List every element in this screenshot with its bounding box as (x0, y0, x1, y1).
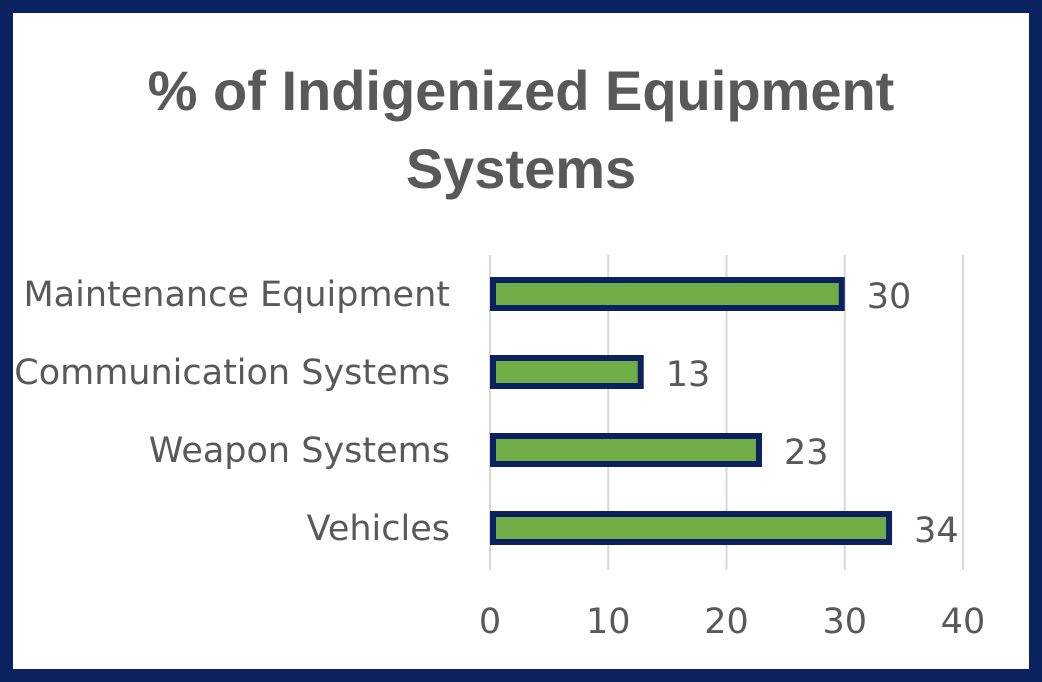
bars (490, 277, 893, 545)
category-label: Maintenance Equipment (23, 275, 450, 315)
bar (490, 277, 845, 311)
category-label: Weapon Systems (149, 431, 450, 471)
x-tick-label: 0 (479, 602, 501, 642)
data-label: 23 (784, 433, 829, 473)
x-tick-label: 10 (586, 602, 631, 642)
data-label: 30 (867, 277, 912, 317)
chart-title: % of Indigenized Equipment Systems (0, 52, 1042, 208)
chart-title-line-1: % of Indigenized Equipment (147, 59, 895, 122)
category-label: Communication Systems (14, 353, 450, 393)
x-tick-label: 30 (822, 602, 867, 642)
bar (490, 355, 644, 389)
x-tick-label: 20 (704, 602, 749, 642)
labels: 0 10 20 30 40 Maintenance Equipment 30 Communic… (14, 275, 985, 642)
data-label: 34 (914, 511, 959, 551)
x-tick-label: 40 (941, 602, 986, 642)
data-label: 13 (666, 355, 711, 395)
bar (490, 433, 762, 467)
chart-title-line-2: Systems (405, 137, 637, 200)
category-label: Vehicles (307, 509, 450, 549)
bar (490, 511, 893, 545)
